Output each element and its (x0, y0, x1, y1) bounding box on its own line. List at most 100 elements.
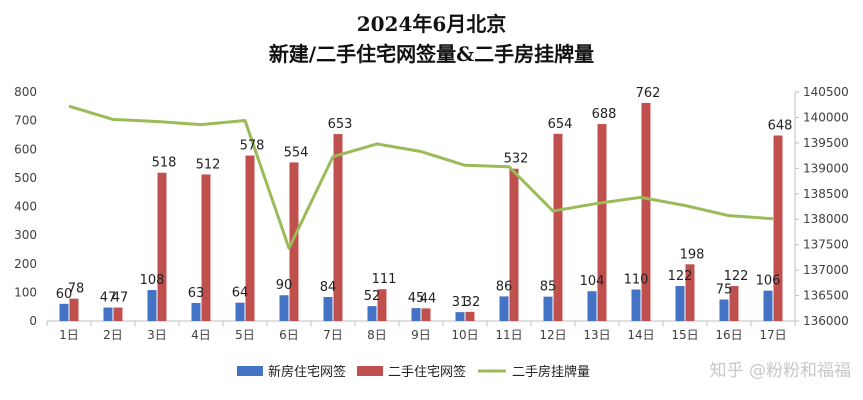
data-label-second-hand: 518 (152, 156, 177, 171)
y-left-tick-label: 600 (14, 142, 37, 156)
chart-title-line1: 2024年6月北京 (356, 12, 507, 36)
legend-label-listing: 二手房挂牌量 (512, 364, 590, 380)
bar-second-hand (685, 264, 695, 321)
bar-second-hand (641, 102, 651, 321)
x-tick-label: 3日 (147, 328, 167, 342)
data-label-new-home: 45 (408, 291, 425, 306)
bar-new-home (191, 302, 201, 321)
y-left-tick-label: 400 (14, 200, 37, 214)
bar-second-hand (289, 162, 299, 321)
y-right-tick-label: 140500 (803, 85, 849, 99)
data-label-second-hand: 512 (196, 157, 221, 172)
bar-new-home (367, 306, 377, 321)
bar-second-hand (773, 135, 783, 321)
data-label-new-home: 75 (716, 283, 733, 298)
data-label-second-hand: 654 (548, 117, 573, 132)
bar-second-hand (729, 286, 739, 321)
bar-new-home (59, 303, 69, 321)
data-label-new-home: 122 (668, 269, 693, 284)
y-left-tick-label: 500 (14, 171, 37, 185)
y-right-tick-label: 137500 (803, 238, 849, 252)
data-label-second-hand: 653 (328, 117, 353, 132)
x-tick-label: 2日 (103, 328, 123, 342)
x-tick-label: 16日 (715, 328, 742, 342)
data-label-second-hand: 111 (372, 272, 397, 287)
bar-second-hand (333, 134, 343, 321)
data-label-new-home: 60 (56, 287, 73, 302)
bar-new-home (543, 296, 553, 321)
data-label-new-home: 63 (188, 286, 205, 301)
y-right-tick-label: 136500 (803, 289, 849, 303)
bar-new-home (763, 290, 773, 321)
bar-new-home (103, 307, 113, 321)
x-tick-label: 6日 (279, 328, 299, 342)
x-tick-label: 9日 (411, 328, 431, 342)
bar-second-hand (69, 298, 79, 321)
y-left-tick-label: 300 (14, 228, 37, 242)
data-label-second-hand: 554 (284, 145, 309, 160)
x-tick-label: 4日 (191, 328, 211, 342)
data-label-new-home: 47 (100, 291, 117, 306)
data-label-second-hand: 532 (504, 152, 529, 167)
y-left-tick-label: 100 (14, 285, 37, 299)
legend-swatch-second-hand (357, 366, 383, 376)
y-left-tick-label: 700 (14, 114, 37, 128)
data-label-second-hand: 32 (464, 295, 481, 310)
data-label-second-hand: 44 (420, 291, 437, 306)
bar-new-home (279, 295, 289, 321)
bar-new-home (631, 289, 641, 321)
y-right-tick-label: 137000 (803, 263, 849, 277)
x-tick-label: 11日 (495, 328, 522, 342)
x-tick-label: 12日 (539, 328, 566, 342)
data-label-new-home: 31 (452, 295, 469, 310)
bar-second-hand (245, 155, 255, 321)
legend-swatch-new-home (237, 366, 263, 376)
bar-new-home (719, 299, 729, 321)
y-right-tick-label: 136000 (803, 314, 849, 328)
x-tick-label: 8日 (367, 328, 387, 342)
x-tick-label: 5日 (235, 328, 255, 342)
data-label-second-hand: 648 (768, 119, 793, 134)
bar-second-hand (553, 133, 563, 321)
bar-new-home (587, 291, 597, 321)
chart-title-line2: 新建/二手住宅网签量&二手房挂牌量 (268, 42, 595, 66)
data-label-new-home: 84 (320, 280, 337, 295)
data-label-second-hand: 688 (592, 107, 617, 122)
bar-new-home (499, 296, 509, 321)
legend-label-new-home: 新房住宅网签 (268, 364, 346, 380)
data-label-second-hand: 762 (636, 86, 661, 101)
data-label-second-hand: 78 (68, 282, 85, 297)
bar-new-home (147, 290, 157, 321)
data-label-new-home: 90 (276, 278, 293, 293)
bar-second-hand (113, 307, 123, 321)
data-label-second-hand: 47 (112, 291, 129, 306)
data-label-new-home: 85 (540, 280, 557, 295)
data-label-new-home: 108 (140, 273, 165, 288)
bar-new-home (411, 308, 421, 321)
y-left-tick-label: 800 (14, 85, 37, 99)
data-label-new-home: 52 (364, 289, 381, 304)
x-tick-label: 1日 (59, 328, 79, 342)
y-left-tick-label: 0 (29, 314, 37, 328)
y-left-tick-label: 200 (14, 257, 37, 271)
legend-label-second-hand: 二手住宅网签 (388, 364, 466, 380)
listing-line (68, 104, 774, 250)
bar-new-home (675, 286, 685, 321)
bar-second-hand (465, 311, 475, 321)
bar-second-hand (597, 124, 607, 321)
bar-new-home (455, 312, 465, 321)
data-label-second-hand: 578 (240, 139, 265, 154)
y-right-tick-label: 139500 (803, 136, 849, 150)
data-label-new-home: 106 (756, 274, 781, 289)
data-label-second-hand: 198 (680, 247, 705, 262)
data-label-new-home: 104 (580, 274, 605, 289)
x-tick-label: 7日 (323, 328, 343, 342)
bar-second-hand (509, 168, 519, 321)
bar-second-hand (157, 172, 167, 321)
x-tick-label: 14日 (627, 328, 654, 342)
x-tick-label: 13日 (583, 328, 610, 342)
data-label-new-home: 110 (624, 273, 649, 288)
data-label-new-home: 64 (232, 286, 249, 301)
